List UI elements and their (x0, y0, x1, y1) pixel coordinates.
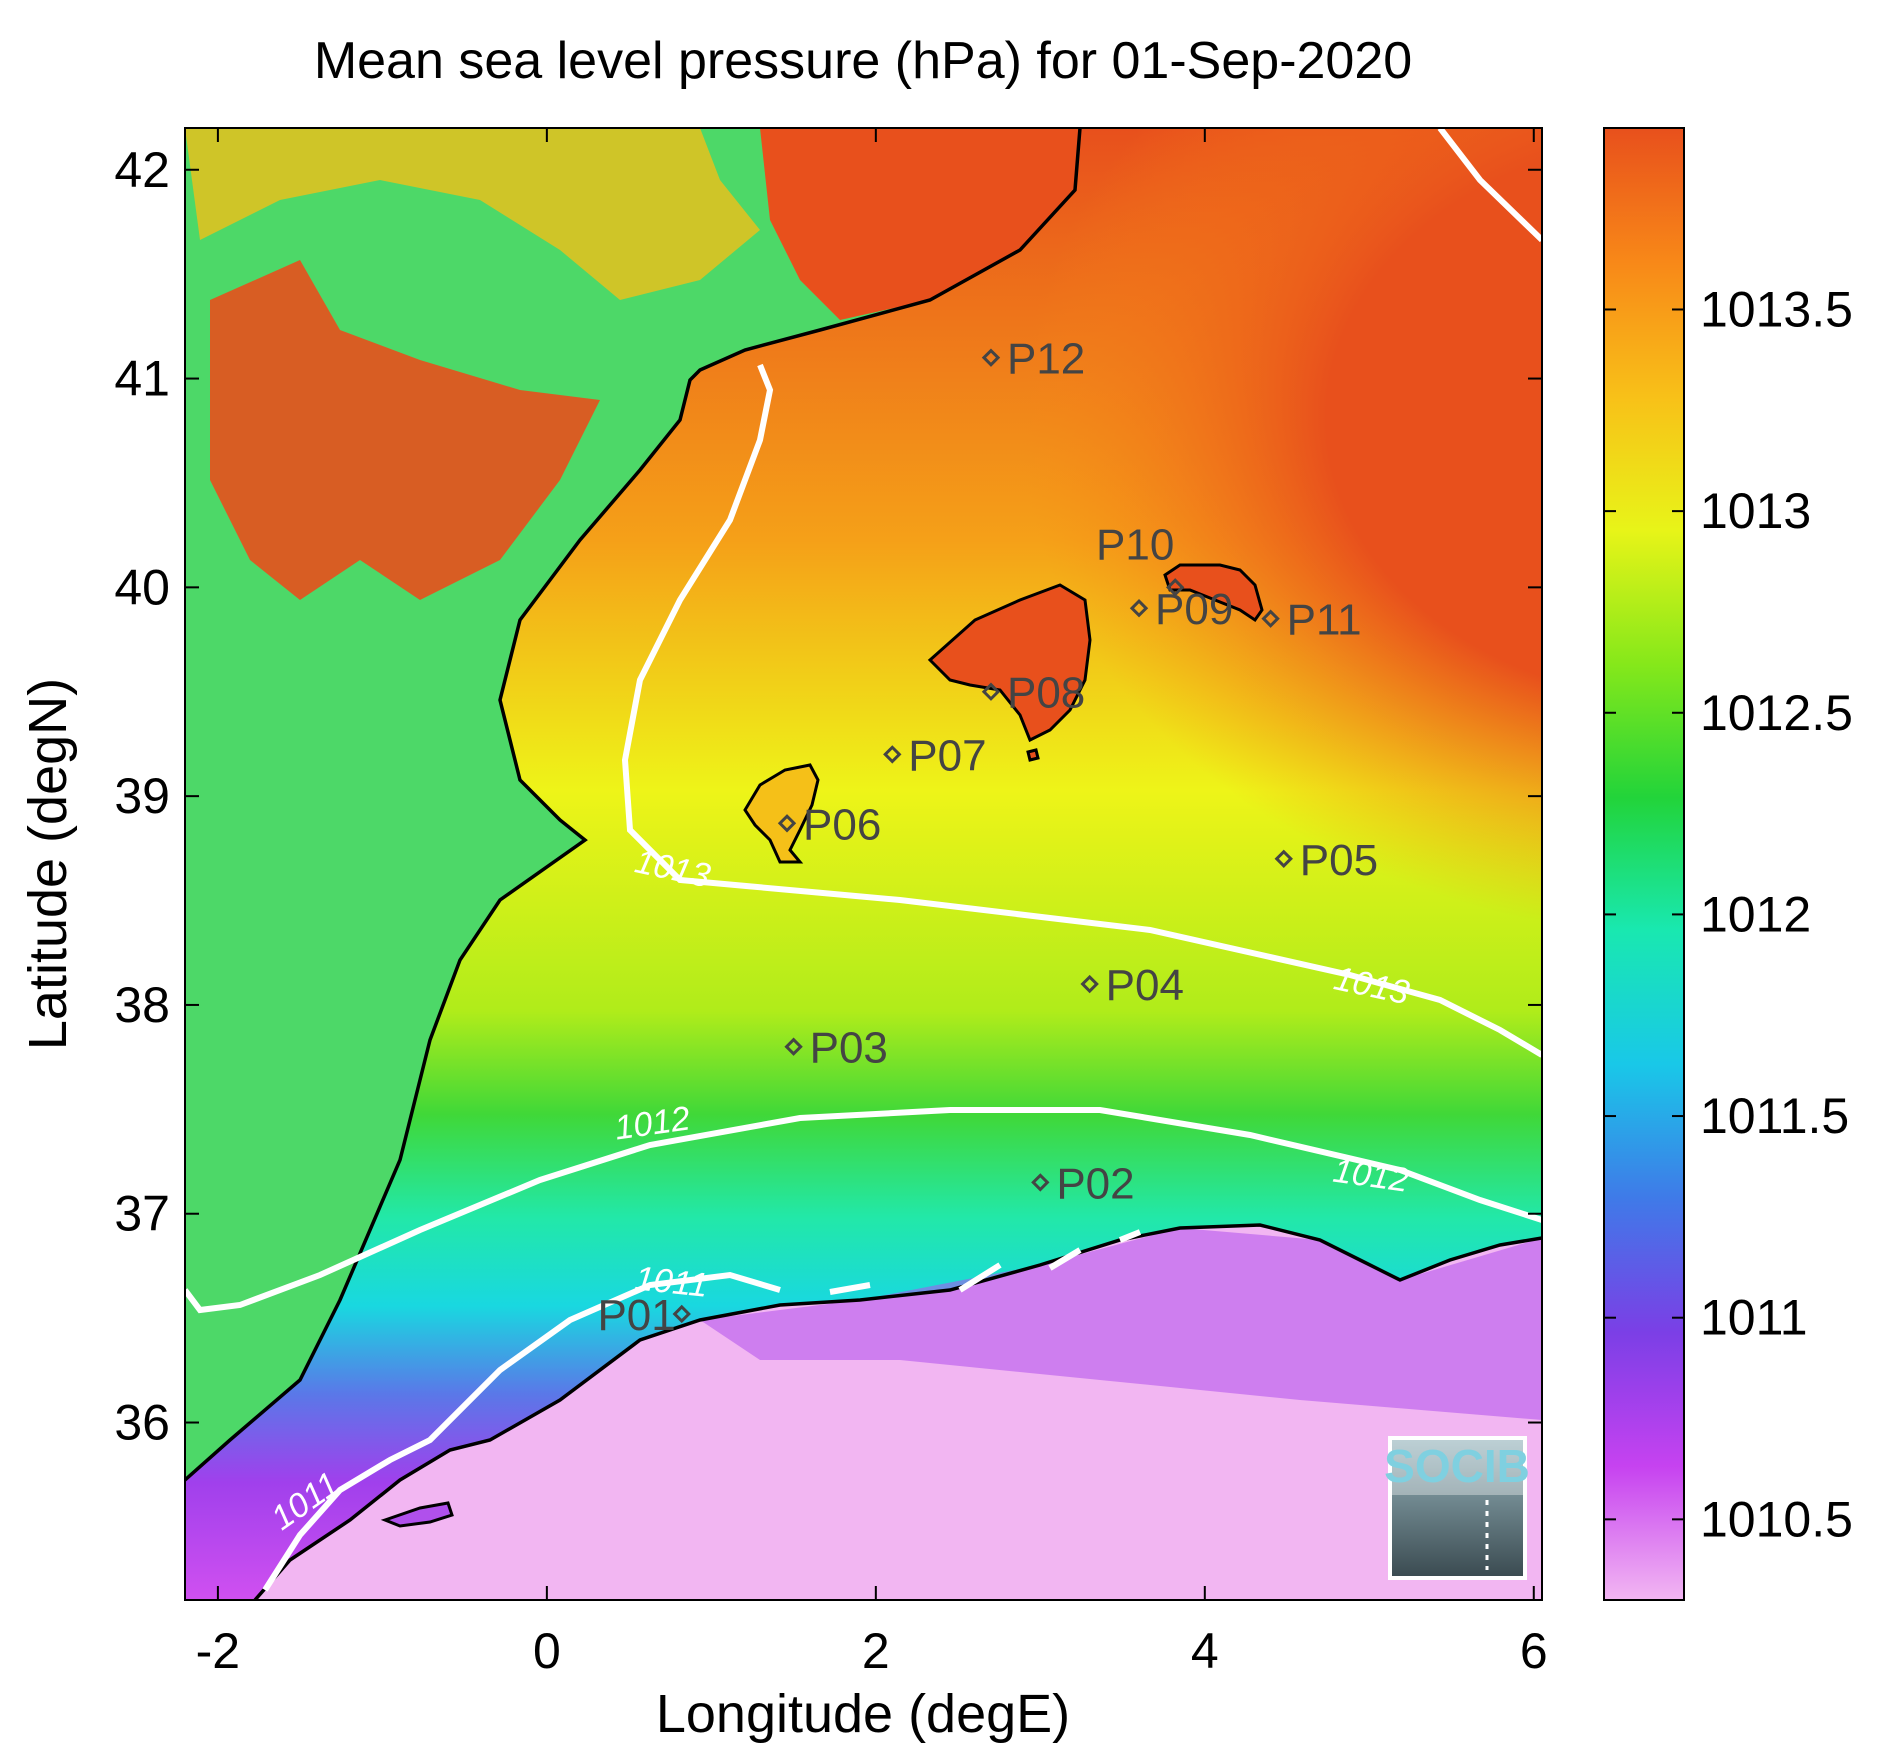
station-marker (672, 1304, 691, 1324)
x-tick-label: 6 (1520, 1623, 1548, 1679)
station-label: P09 (1155, 585, 1233, 634)
station-label: P08 (1007, 669, 1085, 718)
station-p06: P06 (777, 800, 881, 849)
island-cabrera (1026, 748, 1040, 762)
y-axis-label: Latitude (degN) (18, 678, 78, 1050)
colorbar (1603, 127, 1685, 1601)
station-p03: P03 (784, 1024, 888, 1073)
station-marker (1080, 974, 1099, 994)
plot-frame (184, 127, 1543, 1601)
stations-layer: P01 P02 P03 P04 P05 P06 P07 P08 P09 P10 P11 P12 (597, 335, 1378, 1340)
colorbar-ticks: 1010.5 1011 1011.5 1012 1012.5 1013 1013.5 (1604, 281, 1853, 1547)
island-ibiza (743, 763, 820, 864)
island-menorca (1163, 563, 1264, 623)
station-label: P01 (597, 1291, 675, 1340)
colorbar-tick-label: 1011 (1700, 1290, 1808, 1346)
x-tick-label: -2 (196, 1623, 240, 1679)
socib-logo-text: SOCIB (1384, 1440, 1530, 1492)
coastline-iberia (185, 128, 1082, 1482)
station-marker (784, 1037, 803, 1056)
x-tick-label: 0 (533, 1623, 561, 1679)
station-label: P06 (803, 800, 881, 849)
y-tick-label: 40 (114, 559, 170, 615)
station-marker (1031, 1173, 1050, 1192)
station-label: P10 (1096, 520, 1174, 569)
chart-title: Mean sea level pressure (hPa) for 01-Sep… (314, 32, 1412, 90)
station-p10: P10 (1096, 520, 1185, 597)
station-marker (777, 814, 797, 833)
socib-logo: SOCIB (1384, 1436, 1530, 1580)
land-iberia-catalonia (760, 128, 1080, 320)
station-label: P07 (908, 731, 986, 780)
station-p12: P12 (981, 335, 1085, 384)
contour-1012 (185, 1107, 1542, 1314)
station-p04: P04 (1080, 961, 1184, 1010)
station-marker (1261, 609, 1280, 628)
land-iberia-highlands (210, 260, 600, 600)
colorbar-tick-label: 1011.5 (1700, 1088, 1849, 1144)
station-label: P03 (810, 1024, 888, 1073)
land-iberia-north (185, 128, 760, 300)
station-p11: P11 (1261, 596, 1362, 645)
station-label: P11 (1287, 596, 1362, 645)
station-p01: P01 (597, 1291, 691, 1340)
y-tick-label: 42 (114, 142, 170, 198)
station-label: P05 (1300, 836, 1378, 885)
station-p07: P07 (883, 731, 987, 780)
station-label: P02 (1056, 1159, 1134, 1208)
station-marker (883, 745, 902, 764)
y-tick-label: 37 (114, 1186, 170, 1242)
colorbar-tick-label: 1010.5 (1700, 1491, 1853, 1547)
y-tick-label: 39 (114, 768, 170, 824)
colorbar-tick-label: 1013.5 (1700, 281, 1853, 337)
station-marker (1129, 599, 1149, 618)
station-p02: P02 (1031, 1159, 1135, 1208)
x-tick-label: 2 (862, 1623, 890, 1679)
x-tick-label: 4 (1191, 1623, 1219, 1679)
station-marker (981, 682, 1001, 701)
y-axis: 36 37 38 39 40 41 42 (114, 142, 1542, 1451)
x-axis: -2 0 2 4 6 (196, 128, 1548, 1679)
station-p05: P05 (1274, 836, 1378, 885)
station-marker (1166, 578, 1185, 597)
y-tick-label: 38 (114, 977, 170, 1033)
coastline-africa (253, 1223, 1542, 1600)
contour-1013 (621, 128, 1542, 1058)
high-pressure-core (710, 128, 1542, 1030)
station-marker (1274, 849, 1293, 868)
station-label: P12 (1007, 335, 1085, 384)
contour-1011 (262, 1229, 1142, 1592)
station-label: P04 (1106, 961, 1184, 1010)
land-africa-coast-band (700, 1228, 1542, 1420)
station-p08: P08 (981, 669, 1085, 718)
y-tick-label: 41 (114, 351, 170, 407)
island-alboran-coast (380, 1501, 454, 1528)
x-axis-label: Longitude (degE) (656, 1684, 1070, 1744)
colorbar-tick-label: 1012 (1700, 886, 1811, 942)
island-mallorca (927, 583, 1092, 743)
colorbar-tick-label: 1012.5 (1700, 685, 1853, 741)
y-tick-label: 36 (114, 1395, 170, 1451)
station-p09: P09 (1129, 585, 1233, 634)
colorbar-tick-label: 1013 (1700, 483, 1811, 539)
contour-label-1011: 1011 (633, 1259, 710, 1304)
station-marker (981, 348, 1001, 367)
